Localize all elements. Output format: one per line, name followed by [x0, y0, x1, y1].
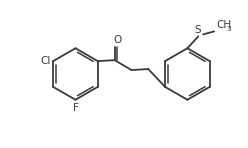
Text: CH: CH — [216, 20, 231, 30]
Text: O: O — [113, 35, 122, 45]
Text: Cl: Cl — [41, 56, 51, 66]
Text: 3: 3 — [226, 26, 231, 32]
Text: F: F — [72, 103, 78, 113]
Text: S: S — [194, 25, 201, 35]
